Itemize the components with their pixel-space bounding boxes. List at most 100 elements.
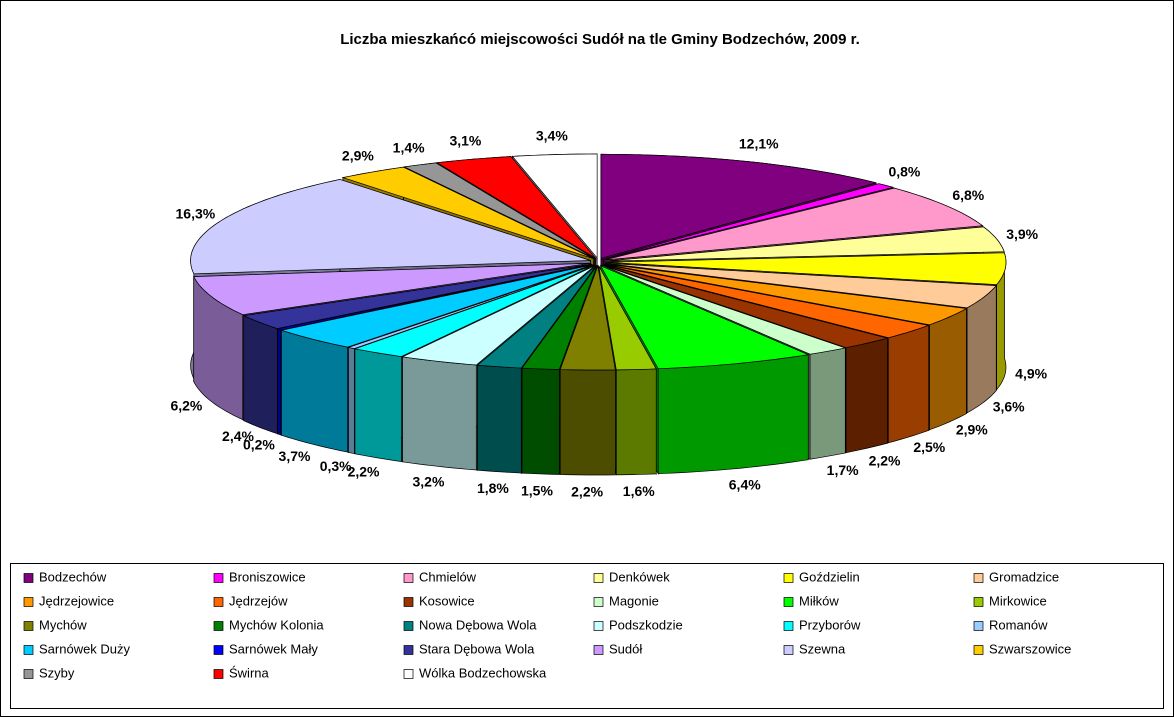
slice-wall <box>477 364 522 474</box>
legend-swatch <box>213 597 224 607</box>
data-label: 3,1% <box>449 133 481 149</box>
data-label: 2,9% <box>956 422 988 438</box>
legend-label: Szwarszowice <box>989 641 1071 656</box>
slice-top <box>603 264 888 349</box>
slice-wall <box>402 356 477 471</box>
data-label: 0,2% <box>243 436 275 452</box>
slice-top <box>476 265 597 369</box>
slice-top <box>604 264 931 339</box>
data-label: 0,8% <box>888 163 920 179</box>
slice-wall <box>657 354 809 475</box>
slice-top <box>401 265 596 366</box>
legend-swatch <box>973 645 984 655</box>
legend-label: Mychów Kolonia <box>229 617 324 632</box>
data-label: 2,2% <box>571 484 603 500</box>
slice-wall <box>354 348 402 462</box>
data-label: 2,2% <box>869 452 901 468</box>
legend-label: Mirkowice <box>989 593 1047 608</box>
legend-label: Miłków <box>799 593 839 608</box>
legend-label: Sarnówek Mały <box>229 641 318 656</box>
slice-top <box>521 265 598 370</box>
slice-top <box>604 263 968 326</box>
legend-label: Chmielów <box>419 569 477 584</box>
legend-swatch <box>23 573 34 583</box>
slice-wall <box>845 337 888 454</box>
data-label: 2,2% <box>348 464 380 480</box>
data-label: 3,6% <box>993 398 1025 414</box>
slice-wall <box>243 315 278 435</box>
slice-top <box>435 156 596 259</box>
data-label: 1,5% <box>521 482 553 498</box>
slice-top <box>276 264 592 331</box>
slice-wall <box>929 307 967 431</box>
data-label: 2,9% <box>342 148 374 164</box>
slice-top <box>599 265 810 370</box>
data-label: 3,9% <box>1006 226 1038 242</box>
legend-label: Szyby <box>39 665 75 680</box>
slice <box>559 264 616 476</box>
legend-swatch <box>783 645 794 655</box>
data-label: 3,4% <box>536 127 568 143</box>
legend-label: Romanów <box>989 617 1048 632</box>
pie: 12,1% 0,8% 6,8% 3,9% 4,9% 3,6% 2,9% 2,5% 2,2% 1,7… <box>170 127 1047 499</box>
data-label: 1,7% <box>827 462 859 478</box>
legend-label: Broniszowice <box>229 569 306 584</box>
data-label: 2,5% <box>913 439 945 455</box>
legend-swatch <box>593 597 604 607</box>
data-label: 6,4% <box>729 476 761 492</box>
data-label: 3,2% <box>413 474 445 490</box>
legend-label: Świrna <box>229 665 270 680</box>
slice-wall <box>887 324 930 444</box>
data-label: 0,3% <box>320 458 352 474</box>
slice-top <box>605 226 1005 262</box>
legend-swatch <box>973 621 984 631</box>
data-label: 6,8% <box>952 187 984 203</box>
legend-label: Nowa Dębowa Wola <box>419 617 537 632</box>
slice-top <box>600 153 877 259</box>
legend-label: Goździelin <box>799 569 860 584</box>
slice-top <box>193 262 591 316</box>
legend-label: Kosowice <box>419 593 475 608</box>
legend-label: Mychów <box>39 617 87 632</box>
legend-label: Szewna <box>799 641 846 656</box>
slice-top <box>511 153 598 259</box>
legend-label: Gromadzice <box>989 569 1059 584</box>
legend-swatch <box>23 621 34 631</box>
legend-swatch <box>593 621 604 631</box>
data-label: 2,4% <box>222 428 254 444</box>
legend-swatch <box>213 621 224 631</box>
data-label: 1,8% <box>477 480 509 496</box>
legend-swatch <box>403 669 414 679</box>
legend-label: Przyborów <box>799 617 861 632</box>
legend-swatch <box>783 597 794 607</box>
data-label: 1,4% <box>393 139 425 155</box>
legend-swatch <box>213 645 224 655</box>
legend-label: Sudół <box>609 641 642 656</box>
legend-swatch <box>783 621 794 631</box>
slice-wall <box>348 347 355 455</box>
data-label: 4,9% <box>1015 366 1047 382</box>
slice-wall <box>559 369 616 476</box>
legend-swatch <box>403 573 414 583</box>
legend-swatch <box>213 669 224 679</box>
legend-swatch <box>403 645 414 655</box>
legend-swatch <box>593 573 604 583</box>
legend-swatch <box>403 597 414 607</box>
legend-swatch <box>593 645 604 655</box>
legend-label: Jędrzejów <box>229 593 288 608</box>
slice-top <box>602 264 847 355</box>
slice-top <box>280 264 593 348</box>
legend-swatch <box>213 573 224 583</box>
legend-label: Sarnówek Duży <box>39 641 131 656</box>
slice-top <box>242 263 592 330</box>
legend-label: Podszkodzie <box>609 617 683 632</box>
legend: Bodzechów Broniszowice Chmielów Denkówek Goź… <box>23 569 1071 680</box>
slice-top <box>604 187 984 261</box>
legend-swatch <box>783 573 794 583</box>
chart-title: Liczba mieszkańcó miejscowości Sudół na … <box>340 31 860 48</box>
slice-top <box>605 252 1007 285</box>
legend-swatch <box>23 669 34 679</box>
legend-label: Denkówek <box>609 569 670 584</box>
slice-top <box>403 162 595 259</box>
legend-label: Jędrzejowice <box>39 593 114 608</box>
